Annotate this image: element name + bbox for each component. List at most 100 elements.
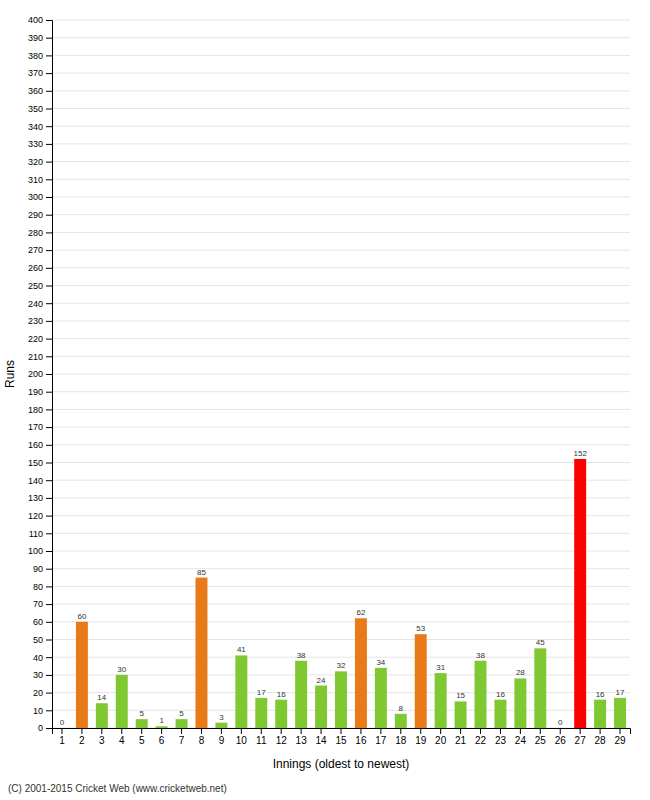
grid-line xyxy=(52,161,630,162)
bar xyxy=(574,459,586,728)
tick-label: 17 xyxy=(375,735,387,746)
tick: 260 xyxy=(28,263,52,273)
tick-mark xyxy=(46,392,52,393)
tick: 390 xyxy=(28,33,52,43)
tick: 340 xyxy=(28,122,52,132)
bar xyxy=(235,655,247,728)
tick-mark xyxy=(321,728,322,734)
tick-label: 20 xyxy=(33,688,43,698)
tick-label: 310 xyxy=(28,175,43,185)
tick-mark xyxy=(600,728,601,734)
grid-line xyxy=(52,444,630,445)
tick-mark xyxy=(46,657,52,658)
tick: 250 xyxy=(28,281,52,291)
bar xyxy=(415,634,427,728)
tick-label: 16 xyxy=(355,735,367,746)
grid-line xyxy=(52,338,630,339)
tick-label: 10 xyxy=(33,706,43,716)
bar xyxy=(56,728,68,729)
tick: 100 xyxy=(28,546,52,556)
tick-mark xyxy=(46,91,52,92)
tick-mark xyxy=(46,55,52,56)
tick-mark xyxy=(46,409,52,410)
tick: 9 xyxy=(219,728,225,746)
tick: 7 xyxy=(179,728,185,746)
tick: 26 xyxy=(555,728,567,746)
footer: (C) 2001-2015 Cricket Web (www.cricketwe… xyxy=(8,783,227,794)
tick-mark xyxy=(46,179,52,180)
tick: 6 xyxy=(159,728,165,746)
tick-label: 90 xyxy=(33,564,43,574)
bar xyxy=(435,673,447,728)
tick-label: 19 xyxy=(415,735,427,746)
bar xyxy=(534,648,546,728)
bar xyxy=(136,719,148,728)
tick-mark xyxy=(400,728,401,734)
tick: 120 xyxy=(28,511,52,521)
tick-label: 160 xyxy=(28,440,43,450)
tick-label: 9 xyxy=(219,735,225,746)
data-labels: 0601430515853411716382432623485331153816… xyxy=(60,449,625,727)
tick: 300 xyxy=(28,192,52,202)
tick-label: 50 xyxy=(33,635,43,645)
tick-mark xyxy=(46,144,52,145)
tick-mark xyxy=(46,215,52,216)
grid-line xyxy=(52,586,630,587)
tick: 370 xyxy=(28,68,52,78)
tick-label: 280 xyxy=(28,228,43,238)
tick: 350 xyxy=(28,104,52,114)
tick-label: 330 xyxy=(28,139,43,149)
bar xyxy=(475,661,487,728)
tick: 15 xyxy=(335,728,347,746)
tick: 290 xyxy=(28,210,52,220)
tick-label: 260 xyxy=(28,263,43,273)
tick: 13 xyxy=(296,728,308,746)
tick-label: 400 xyxy=(28,15,43,25)
tick-mark xyxy=(241,728,242,734)
tick-label: 18 xyxy=(395,735,407,746)
tick-label: 5 xyxy=(139,735,145,746)
tick-mark xyxy=(46,604,52,605)
tick-mark xyxy=(46,498,52,499)
axis-line xyxy=(53,729,631,735)
bar xyxy=(176,719,188,728)
tick-label: 150 xyxy=(28,458,43,468)
tick: 20 xyxy=(435,728,447,746)
tick-label: 14 xyxy=(316,735,328,746)
grid-line xyxy=(52,303,630,304)
data-label: 38 xyxy=(476,651,485,660)
tick-mark xyxy=(46,20,52,21)
tick: 30 xyxy=(33,670,52,680)
tick-label: 350 xyxy=(28,104,43,114)
bar xyxy=(514,678,526,728)
tick-mark xyxy=(261,728,262,734)
data-label: 17 xyxy=(257,688,266,697)
tick-label: 1 xyxy=(59,735,65,746)
tick-label: 390 xyxy=(28,33,43,43)
tick-label: 22 xyxy=(475,735,487,746)
chart: 0102030405060708090100110120130140150160… xyxy=(0,0,650,800)
bar xyxy=(494,700,506,728)
tick-label: 270 xyxy=(28,245,43,255)
tick-label: 370 xyxy=(28,68,43,78)
data-label: 5 xyxy=(139,709,144,718)
tick-label: 320 xyxy=(28,157,43,167)
tick-mark xyxy=(46,126,52,127)
grid-line xyxy=(52,515,630,516)
grid-line xyxy=(52,462,630,463)
tick: 21 xyxy=(455,728,467,746)
grid-line xyxy=(52,604,630,605)
tick: 310 xyxy=(28,175,52,185)
tick-mark xyxy=(500,728,501,734)
tick: 20 xyxy=(33,688,52,698)
tick-label: 12 xyxy=(276,735,288,746)
tick-label: 100 xyxy=(28,546,43,556)
bar xyxy=(295,661,307,728)
tick-label: 2 xyxy=(79,735,85,746)
bar xyxy=(554,728,566,729)
tick-label: 7 xyxy=(179,735,185,746)
data-label: 30 xyxy=(117,665,126,674)
tick-mark xyxy=(46,73,52,74)
tick-mark xyxy=(440,728,441,734)
tick: 23 xyxy=(495,728,507,746)
